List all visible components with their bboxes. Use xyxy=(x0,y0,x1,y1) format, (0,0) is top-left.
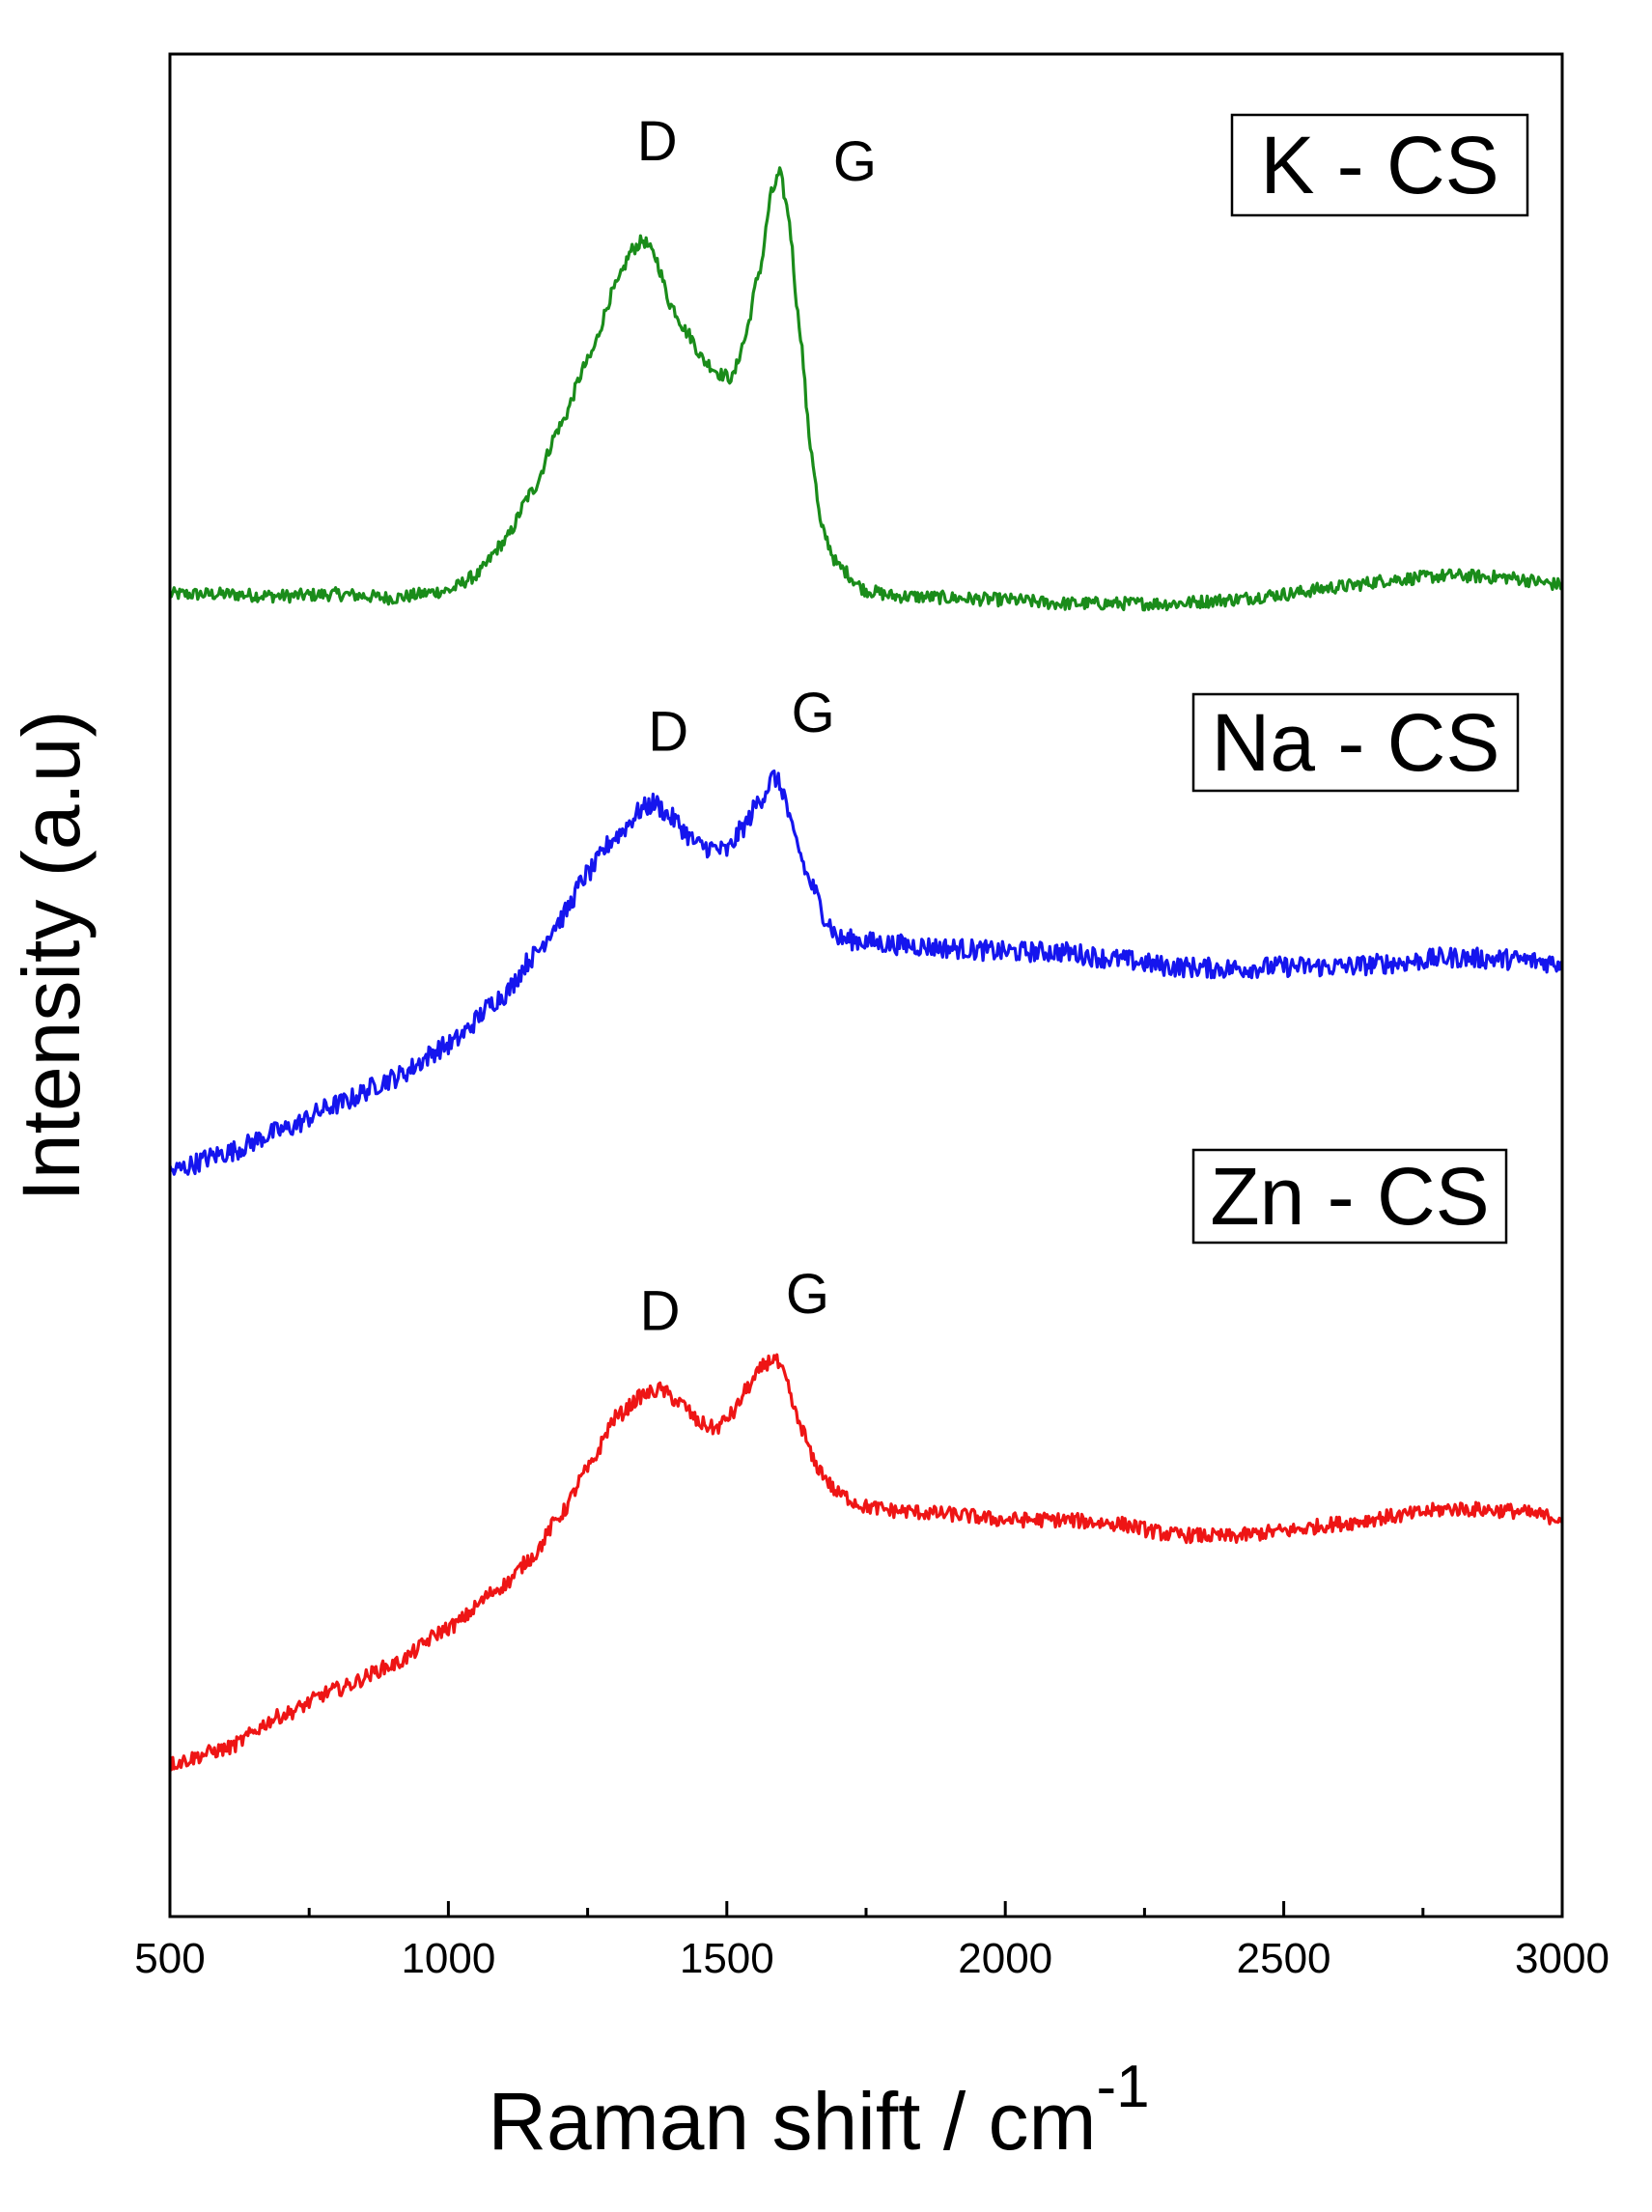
x-tick-label: 3000 xyxy=(1515,1935,1610,1982)
x-axis-title-superscript: -1 xyxy=(1097,2054,1150,2120)
series-line-k xyxy=(168,166,1564,612)
x-tick-label: 1000 xyxy=(401,1935,495,1982)
series-line-na xyxy=(168,770,1564,1176)
peak-label-g: G xyxy=(786,1263,829,1326)
legend-box-na: Na - CS xyxy=(1191,692,1520,793)
plot-frame xyxy=(168,52,1564,1918)
peak-labels: D G D G D G xyxy=(637,110,877,1342)
x-axis-ticks: 500 1000 1500 2000 2500 3000 xyxy=(134,1901,1610,1982)
x-axis-title-text: Raman shift / cm xyxy=(488,2076,1096,2167)
y-axis-title: Intensity (a.u) xyxy=(6,711,97,1202)
series-line-zn xyxy=(168,1353,1563,1772)
x-tick-label: 500 xyxy=(134,1935,205,1982)
legend-box-border xyxy=(1191,692,1520,793)
legend-box-k: K - CS xyxy=(1230,113,1529,217)
x-tick-label: 1500 xyxy=(680,1935,774,1982)
peak-label-g: G xyxy=(833,130,877,193)
legend-boxes: K - CS Na - CS Zn - CS xyxy=(1191,113,1529,1245)
x-tick-label: 2000 xyxy=(958,1935,1052,1982)
legend-label: Zn - CS xyxy=(1210,1151,1489,1242)
x-tick-label: 2500 xyxy=(1237,1935,1331,1982)
legend-label: K - CS xyxy=(1260,120,1498,210)
legend-box-zn: Zn - CS xyxy=(1191,1148,1508,1245)
peak-label-d: D xyxy=(648,700,688,763)
legend-box-border xyxy=(1230,113,1529,217)
peak-label-d: D xyxy=(640,1279,681,1342)
series-curves xyxy=(168,166,1564,1772)
legend-label: Na - CS xyxy=(1212,697,1500,788)
peak-label-g: G xyxy=(792,682,835,744)
x-axis-title: Raman shift / cm-1 xyxy=(488,2054,1149,2167)
legend-box-border xyxy=(1191,1148,1508,1245)
peak-label-d: D xyxy=(637,110,678,173)
